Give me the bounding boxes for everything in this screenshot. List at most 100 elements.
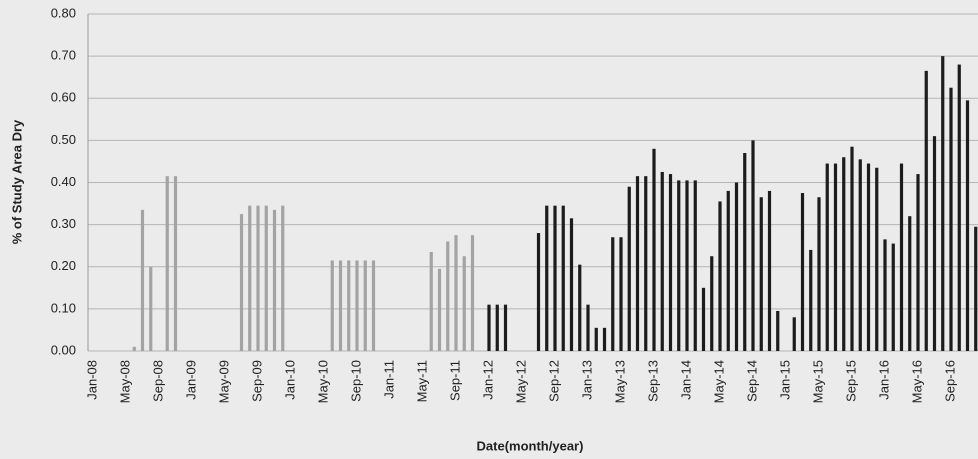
x-tick-label: May-10 <box>315 360 330 403</box>
bar <box>462 256 466 351</box>
x-tick-label: May-13 <box>612 360 627 403</box>
bar <box>487 304 491 351</box>
x-tick-label: Jan-09 <box>183 360 198 400</box>
y-tick-label: 0.50 <box>51 132 76 147</box>
bar <box>908 216 912 351</box>
x-tick-label: May-15 <box>810 360 825 403</box>
bar <box>974 226 978 351</box>
bar <box>371 260 376 351</box>
x-tick-label: May-14 <box>711 360 726 403</box>
bar <box>693 180 697 351</box>
x-tick-label: May-16 <box>909 360 924 403</box>
y-tick-label: 0.30 <box>51 216 76 231</box>
bar <box>792 317 796 351</box>
bar <box>891 243 895 351</box>
bar <box>338 260 343 351</box>
bar <box>586 304 590 351</box>
x-tick-label: Sep-13 <box>645 360 660 402</box>
x-tick-label: May-09 <box>216 360 231 403</box>
y-tick-label: 0.80 <box>51 5 76 20</box>
x-tick-label: Sep-10 <box>348 360 363 402</box>
bar <box>429 252 433 351</box>
bar <box>932 136 937 351</box>
x-tick-label: Sep-16 <box>942 360 957 402</box>
bar <box>858 159 862 351</box>
bar <box>875 167 879 351</box>
bar <box>957 64 961 352</box>
y-tick-label: 0.70 <box>51 48 76 63</box>
bar <box>363 260 367 351</box>
bar <box>652 148 656 351</box>
bar <box>503 304 508 351</box>
bar <box>685 180 689 351</box>
bar <box>677 180 681 351</box>
bar <box>495 304 499 351</box>
bar <box>248 205 252 351</box>
bar <box>701 287 706 351</box>
x-tick-label: Sep-14 <box>744 360 759 402</box>
x-tick-label: Jan-12 <box>480 360 495 400</box>
bar <box>470 235 475 351</box>
bar <box>726 190 730 351</box>
y-tick-label: 0.20 <box>51 258 76 273</box>
x-tick-label: May-08 <box>117 360 132 403</box>
bar <box>569 218 574 351</box>
x-tick-label: Jan-14 <box>678 360 693 400</box>
bar <box>842 157 846 351</box>
bar <box>924 70 928 352</box>
bar <box>767 190 772 351</box>
y-axis-title: % of Study Area Dry <box>9 119 24 244</box>
bar <box>817 197 821 351</box>
x-tick-label: Jan-11 <box>381 360 396 399</box>
x-axis-title: Date(month/year) <box>477 438 584 453</box>
bar <box>454 235 458 351</box>
bar <box>710 256 714 351</box>
bar <box>809 249 813 351</box>
bar <box>759 197 763 351</box>
bar <box>941 56 945 351</box>
bar <box>627 186 631 351</box>
bar <box>561 205 565 351</box>
bar <box>272 209 277 351</box>
bar <box>165 176 169 351</box>
x-tick-label: May-12 <box>513 360 528 403</box>
bar <box>355 260 359 351</box>
bar <box>644 176 648 351</box>
x-tick-label: Jan-13 <box>579 360 594 400</box>
bar <box>132 346 136 351</box>
bar <box>264 205 268 351</box>
x-tick-label: Jan-10 <box>282 360 297 400</box>
x-tick-label: Sep-09 <box>249 360 264 402</box>
bar <box>916 174 920 351</box>
x-tick-label: Jan-15 <box>777 360 792 400</box>
bar <box>446 241 450 351</box>
bar <box>635 176 640 351</box>
y-tick-label: 0.00 <box>51 342 76 357</box>
bar <box>437 268 442 351</box>
bar <box>545 205 549 351</box>
x-tick-label: Sep-15 <box>843 360 858 402</box>
bar <box>866 163 871 351</box>
bar <box>239 214 244 351</box>
bar <box>330 260 334 351</box>
bar <box>173 176 178 351</box>
bar <box>149 266 153 351</box>
bar <box>619 237 623 351</box>
bar <box>578 264 582 351</box>
bar <box>553 205 557 351</box>
bar <box>668 174 673 351</box>
bar <box>743 153 747 351</box>
bar <box>536 233 541 351</box>
bar <box>751 140 755 351</box>
bar <box>140 209 145 351</box>
bar <box>899 163 904 351</box>
bar <box>347 260 351 351</box>
bar <box>594 327 598 351</box>
bar <box>949 87 953 351</box>
bar <box>734 182 739 351</box>
bar <box>965 100 970 351</box>
bar <box>602 327 607 351</box>
